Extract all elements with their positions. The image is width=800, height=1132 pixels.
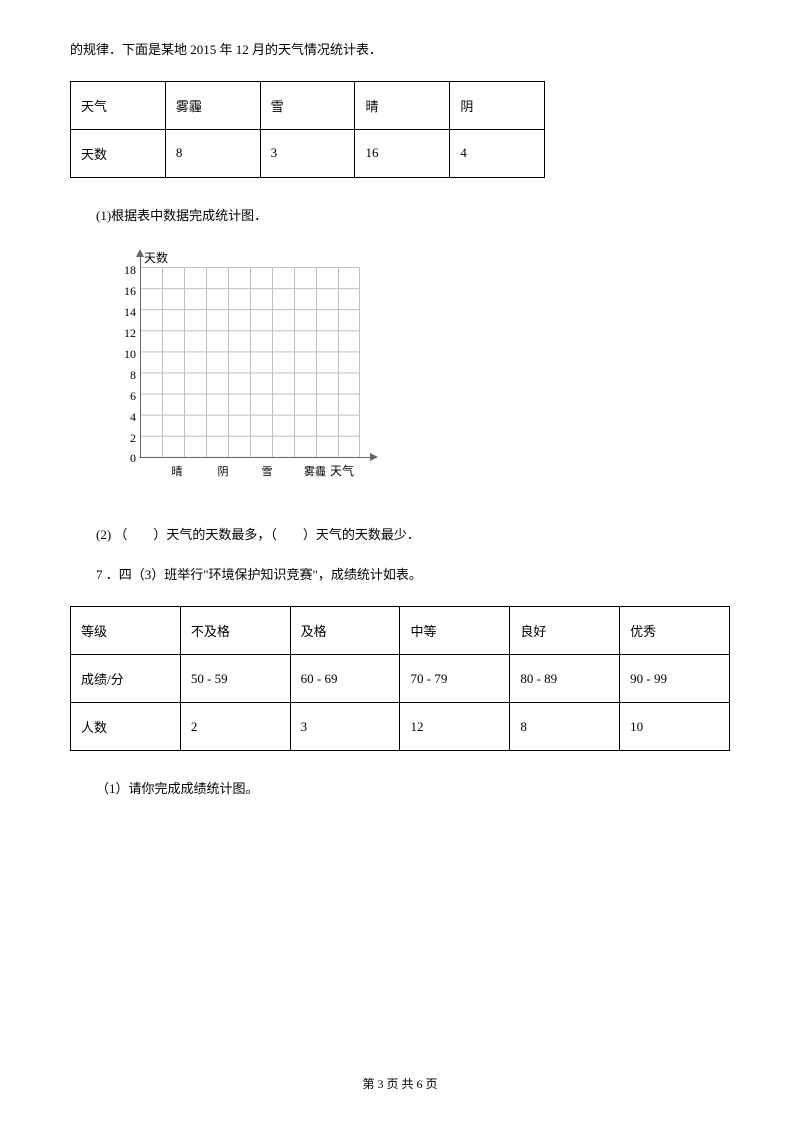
cell: 人数	[71, 703, 181, 751]
question-1-text: (1)根据表中数据完成统计图．	[70, 206, 730, 227]
table-row: 天气 雾霾 雪 晴 阴	[71, 81, 545, 129]
x-axis-arrow-icon	[370, 453, 378, 461]
cell: 不及格	[180, 607, 290, 655]
cell: 8	[510, 703, 620, 751]
y-tick: 8	[108, 368, 136, 383]
cell: 3	[260, 129, 355, 177]
cell: 90 - 99	[620, 655, 730, 703]
cell: 2	[180, 703, 290, 751]
y-ticks: 18 16 14 12 10 8 6 4 2 0	[108, 263, 136, 463]
cell: 天数	[71, 129, 166, 177]
cell: 4	[450, 129, 545, 177]
table-row: 成绩/分 50 - 59 60 - 69 70 - 79 80 - 89 90 …	[71, 655, 730, 703]
cell: 10	[620, 703, 730, 751]
cell: 雾霾	[165, 81, 260, 129]
cell: 成绩/分	[71, 655, 181, 703]
y-tick: 4	[108, 410, 136, 425]
cell: 60 - 69	[290, 655, 400, 703]
question-7-text: 7 ．四（3）班举行"环境保护知识竞赛"，成绩统计如表。	[70, 565, 730, 586]
cell: 雪	[260, 81, 355, 129]
cell: 阴	[450, 81, 545, 129]
y-axis-arrow-icon	[136, 249, 144, 257]
cell: 3	[290, 703, 400, 751]
y-tick: 14	[108, 305, 136, 320]
x-axis	[140, 457, 372, 458]
y-axis	[140, 253, 141, 457]
x-axis-label: 天气	[330, 462, 354, 479]
y-tick: 2	[108, 431, 136, 446]
cell: 天气	[71, 81, 166, 129]
cell: 50 - 59	[180, 655, 290, 703]
cell: 晴	[355, 81, 450, 129]
score-table: 等级 不及格 及格 中等 良好 优秀 成绩/分 50 - 59 60 - 69 …	[70, 606, 730, 751]
table-row: 天数 8 3 16 4	[71, 129, 545, 177]
cell: 中等	[400, 607, 510, 655]
chart-weather-days: 天数 18 16 14 12 10 8 6 4 2 0 晴 阴 雪 雾霾 天气	[100, 247, 380, 497]
table-row: 人数 2 3 12 8 10	[71, 703, 730, 751]
x-tick: 阴	[208, 463, 238, 479]
weather-table: 天气 雾霾 雪 晴 阴 天数 8 3 16 4	[70, 81, 545, 178]
cell: 等级	[71, 607, 181, 655]
y-tick: 0	[108, 451, 136, 466]
page-footer: 第 3 页 共 6 页	[0, 1075, 800, 1092]
y-tick: 18	[108, 263, 136, 278]
x-tick: 雾霾	[300, 463, 330, 479]
chart-grid	[140, 267, 360, 457]
cell: 8	[165, 129, 260, 177]
y-tick: 16	[108, 284, 136, 299]
x-tick: 晴	[162, 463, 192, 479]
cell: 80 - 89	[510, 655, 620, 703]
y-tick: 10	[108, 347, 136, 362]
cell: 16	[355, 129, 450, 177]
question-7-sub1: （1）请你完成成绩统计图。	[70, 779, 730, 800]
y-tick: 6	[108, 389, 136, 404]
table-row: 等级 不及格 及格 中等 良好 优秀	[71, 607, 730, 655]
cell: 良好	[510, 607, 620, 655]
cell: 优秀	[620, 607, 730, 655]
intro-line: 的规律．下面是某地 2015 年 12 月的天气情况统计表．	[70, 40, 730, 61]
y-tick: 12	[108, 326, 136, 341]
cell: 12	[400, 703, 510, 751]
question-2-text: (2) （ ）天气的天数最多，（ ）天气的天数最少．	[70, 525, 730, 546]
y-axis-label: 天数	[144, 249, 168, 266]
cell: 及格	[290, 607, 400, 655]
cell: 70 - 79	[400, 655, 510, 703]
x-tick: 雪	[252, 463, 282, 479]
